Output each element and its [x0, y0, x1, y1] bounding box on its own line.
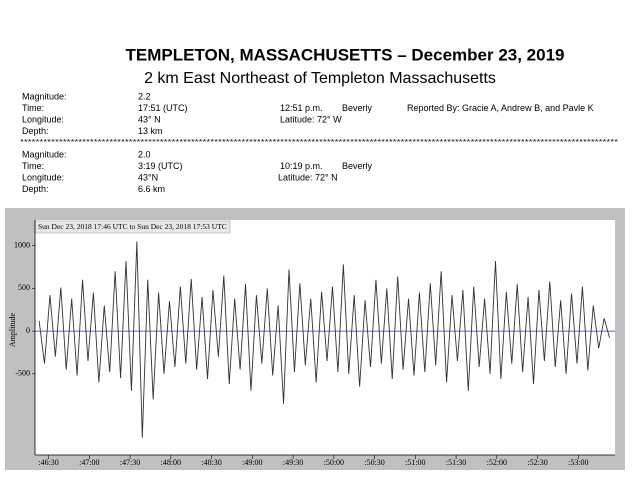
x-tick-label: :46:30	[38, 458, 58, 467]
info-text: Beverly	[342, 103, 373, 113]
event-info: Magnitude: 2.2 Time: 17:51 (UTC) 12:51 p.m. B…	[22, 91, 594, 194]
info-text: Reported By: Gracie A, Andrew B, and Pav…	[407, 103, 594, 113]
info-text: Latitude: 72° W	[280, 114, 342, 124]
x-tick-label: :51:30	[446, 458, 466, 467]
info-text: Magnitude:	[22, 149, 67, 159]
x-tick-label: :49:00	[242, 458, 262, 467]
x-tick-label: :52:30	[527, 458, 547, 467]
info-text: Time:	[22, 103, 44, 113]
x-tick-label: :48:00	[161, 458, 181, 467]
info-text: 2.0	[138, 149, 151, 159]
subtitle: 2 km East Northeast of Templeton Massach…	[144, 70, 496, 87]
info-text: Beverly	[342, 161, 373, 171]
info-text: 3:19 (UTC)	[138, 161, 183, 171]
x-tick-label: :48:30	[201, 458, 221, 467]
separator: ****************************************…	[20, 139, 618, 146]
x-tick-label: :47:00	[79, 458, 99, 467]
info-text: 17:51 (UTC)	[138, 103, 188, 113]
info-text: Longitude:	[22, 172, 64, 182]
info-text: 43°N	[138, 172, 158, 182]
x-tick-label: :53:00	[568, 458, 588, 467]
info-text: 2.2	[138, 91, 151, 101]
y-tick-label: 0	[26, 326, 30, 335]
info-text: Magnitude:	[22, 91, 67, 101]
title: TEMPLETON, MASSACHUSETTS – December 23, …	[126, 45, 565, 64]
y-tick-label: 500	[18, 283, 30, 292]
x-tick-label: :51:00	[405, 458, 425, 467]
info-text: 6.6 km	[138, 184, 165, 194]
info-text: 13 km	[138, 126, 163, 136]
chart-title: Sun Dec 23, 2018 17:46 UTC to Sun Dec 23…	[38, 222, 227, 231]
x-tick-label: :47:30	[120, 458, 140, 467]
x-tick-label: :50:00	[324, 458, 344, 467]
info-text: 10:19 p.m.	[280, 161, 323, 171]
info-text: 43° N	[138, 114, 161, 124]
info-text: Longitude:	[22, 114, 64, 124]
info-text: Depth:	[22, 126, 49, 136]
y-axis-label: Amplitude	[8, 312, 17, 347]
info-text: Latitude: 72° N	[278, 172, 338, 182]
info-text: 12:51 p.m.	[280, 103, 323, 113]
x-tick-label: :50:30	[364, 458, 384, 467]
plot: -500 0 500 1000 :46:30 :47:00 :47:30 :48:00 :48:…	[14, 220, 615, 467]
info-text: Time:	[22, 161, 44, 171]
y-tick-label: -500	[15, 369, 30, 378]
x-tick-label: :52:00	[487, 458, 507, 467]
info-text: Depth:	[22, 184, 49, 194]
waveform	[38, 241, 611, 438]
y-tick-label: 1000	[14, 240, 30, 249]
x-tick-label: :49:30	[283, 458, 303, 467]
